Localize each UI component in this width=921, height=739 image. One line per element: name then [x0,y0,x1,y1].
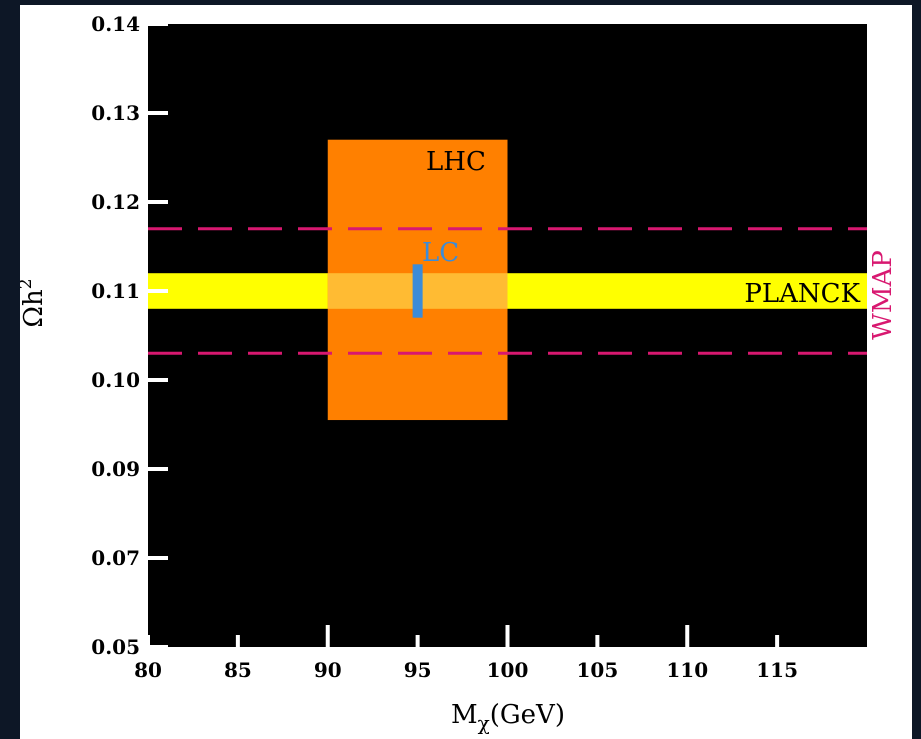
y-tick-label: 0.10 [91,368,140,392]
x-axis-title-unit: (GeV) [490,700,565,730]
planck-label: PLANCK [744,279,860,309]
y-tick-label: 0.09 [91,457,140,481]
y-tick-label: 0.07 [91,546,140,570]
y-axis-title: Ωh2 [20,278,49,327]
x-tick-label: 90 [314,658,342,682]
x-axis-title-main: M [451,700,478,730]
x-tick-label: 100 [487,658,529,682]
lhc-label: LHC [426,147,486,177]
y-tick-label: 0.14 [91,12,140,36]
chart: 80 85 90 95 100 105 110 115 0.05 0.07 0.09 0.10 0.1… [20,12,898,735]
x-tick-label: 105 [577,658,619,682]
x-axis-title: Mχ(GeV) [451,700,565,735]
figure: 80 85 90 95 100 105 110 115 0.05 0.07 0.09 0.10 0.1… [20,5,912,739]
y-tick-label: 0.11 [91,279,140,303]
y-tick-label: 0.13 [91,101,140,125]
x-axis-title-subscript: χ [478,711,490,735]
x-tick-label: 115 [756,658,798,682]
lc-bar [412,264,423,318]
y-axis-title-main: Ωh [20,289,49,328]
x-tick-label: 95 [404,658,432,682]
x-tick-label: 85 [224,658,252,682]
x-tick-label: 80 [134,658,162,682]
y-tick-label: 0.05 [91,635,140,659]
wmap-label: WMAP [868,250,898,340]
x-tick-label: 110 [666,658,708,682]
y-tick-label: 0.12 [91,190,140,214]
lc-label: LC [422,238,459,268]
y-axis-title-superscript: 2 [20,278,36,289]
